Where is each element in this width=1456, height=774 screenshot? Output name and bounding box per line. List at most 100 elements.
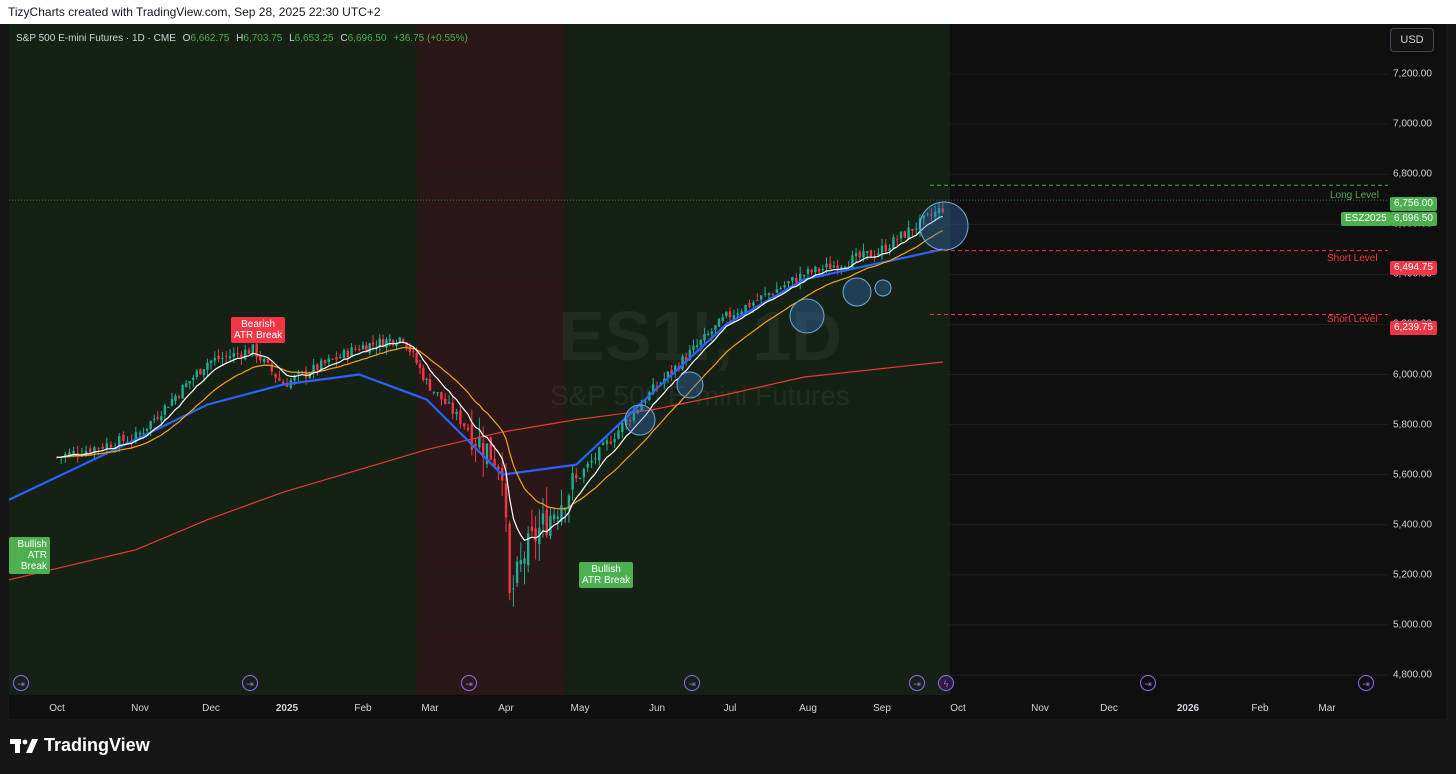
candle-body [699,340,702,346]
bearish-atr-break-tag[interactable]: Bearish ATR Break [231,317,286,343]
candle-body [907,227,910,239]
candle-body [728,311,732,318]
tag-line-2: ATR Break [20,550,47,572]
time-tick-label: Nov [1031,703,1049,714]
candle-body [613,438,616,443]
candle-body [736,313,739,315]
candle-body [485,443,489,465]
candle-body [767,293,771,295]
candle-body [866,251,869,253]
tag-line-1: Bullish [17,539,47,550]
lightning-event-icon[interactable]: ϟ [938,675,954,691]
candle-body [55,456,59,458]
candle-body [685,357,688,361]
long-level-price: 6,756.00 [1390,197,1437,211]
candle-body [892,237,895,249]
candle-body [138,432,142,435]
bullish-atr-break-tag-left[interactable]: Bullish ATR Break [9,537,50,574]
candle-body [163,405,167,415]
candle-body [388,338,391,341]
time-tick-label: Mar [1318,703,1336,714]
candle-body [666,371,670,378]
price-tick-label: 5,200.00 [1393,569,1432,581]
candle-body [97,447,100,449]
candle-body [832,265,836,268]
candle-body [285,384,289,387]
candle-body [451,402,454,414]
event-marker-icon[interactable]: ⇥ [909,675,925,691]
candle-body [206,362,209,370]
candle-body [527,533,530,566]
candle-body [545,509,548,536]
candle-body [308,373,311,379]
brand-name: TradingView [44,735,150,755]
short-level-price-2: 6,239.75 [1390,321,1437,335]
candle-body [590,460,593,463]
candle-body [795,278,798,283]
symbol-description[interactable]: S&P 500 E-mini Futures · 1D · CME [16,33,176,44]
time-tick-label: Aug [799,703,817,714]
candle-body [873,255,876,257]
candle-body [381,339,385,348]
candle-body [605,440,609,444]
time-tick-label: Dec [202,703,220,714]
candle-body [365,345,368,352]
attribution-text: TizyCharts created with TradingView.com,… [8,5,381,19]
candle-body [181,385,184,399]
candle-body [270,363,273,372]
event-marker-icon[interactable]: ⇥ [461,675,477,691]
candle-body [744,304,747,314]
candle-body [225,355,228,357]
time-tick-label: Oct [49,703,65,714]
currency-button[interactable]: USD [1390,28,1434,52]
candle-body [851,255,854,269]
open-value: 6,662.75 [190,33,230,44]
candle-body [880,245,884,253]
candle-body [109,444,113,448]
candle-body [567,495,571,510]
long-level-label: Long Level [1330,190,1379,201]
candle-body [167,407,170,409]
candle-body [621,422,624,432]
high-value: 6,703.75 [243,33,283,44]
candle-body [408,346,412,352]
candle-body [858,251,861,258]
candle-body [184,383,188,387]
event-marker-icon[interactable]: ⇥ [1140,675,1156,691]
candle-body [68,452,71,456]
candle-body [787,281,790,284]
candle-body [609,441,612,444]
candle-body [799,273,802,283]
time-tick-label: Feb [354,703,372,714]
event-marker-icon[interactable]: ⇥ [684,675,700,691]
bullish-atr-break-tag-may[interactable]: Bullish ATR Break [579,562,634,588]
candle-body [926,213,929,215]
tradingview-brand[interactable]: TradingView [10,735,150,756]
candle-body [552,514,556,520]
candle-body [530,526,534,532]
event-marker-icon[interactable]: ⇥ [1358,675,1374,691]
candle-body [335,356,338,360]
candle-body [247,349,251,354]
candle-body [371,342,375,345]
candle-body [405,342,408,348]
candle-body [763,293,767,295]
candle-body [425,378,428,380]
chart-legend: S&P 500 E-mini Futures · 1D · CME O6,662… [16,33,468,44]
candle-body [670,369,673,374]
pullback-highlight-circle [789,298,825,334]
short-level-label-1: Short Level [1327,253,1378,264]
candle-body [266,358,270,363]
candle-body [628,420,632,422]
contract-label: ESZ2025 [1341,212,1391,226]
event-marker-icon[interactable]: ⇥ [242,675,258,691]
candle-body [312,364,315,374]
candle-body [706,333,710,336]
candle-body [915,228,918,230]
candle-body [791,277,794,281]
event-marker-icon[interactable]: ⇥ [13,675,29,691]
price-chart[interactable]: ES1!, 1D S&P 500 E-mini Futures [0,0,1456,719]
candle-body [228,356,232,359]
candle-body [508,523,511,593]
last-price: 6,696.50 [1390,212,1437,226]
